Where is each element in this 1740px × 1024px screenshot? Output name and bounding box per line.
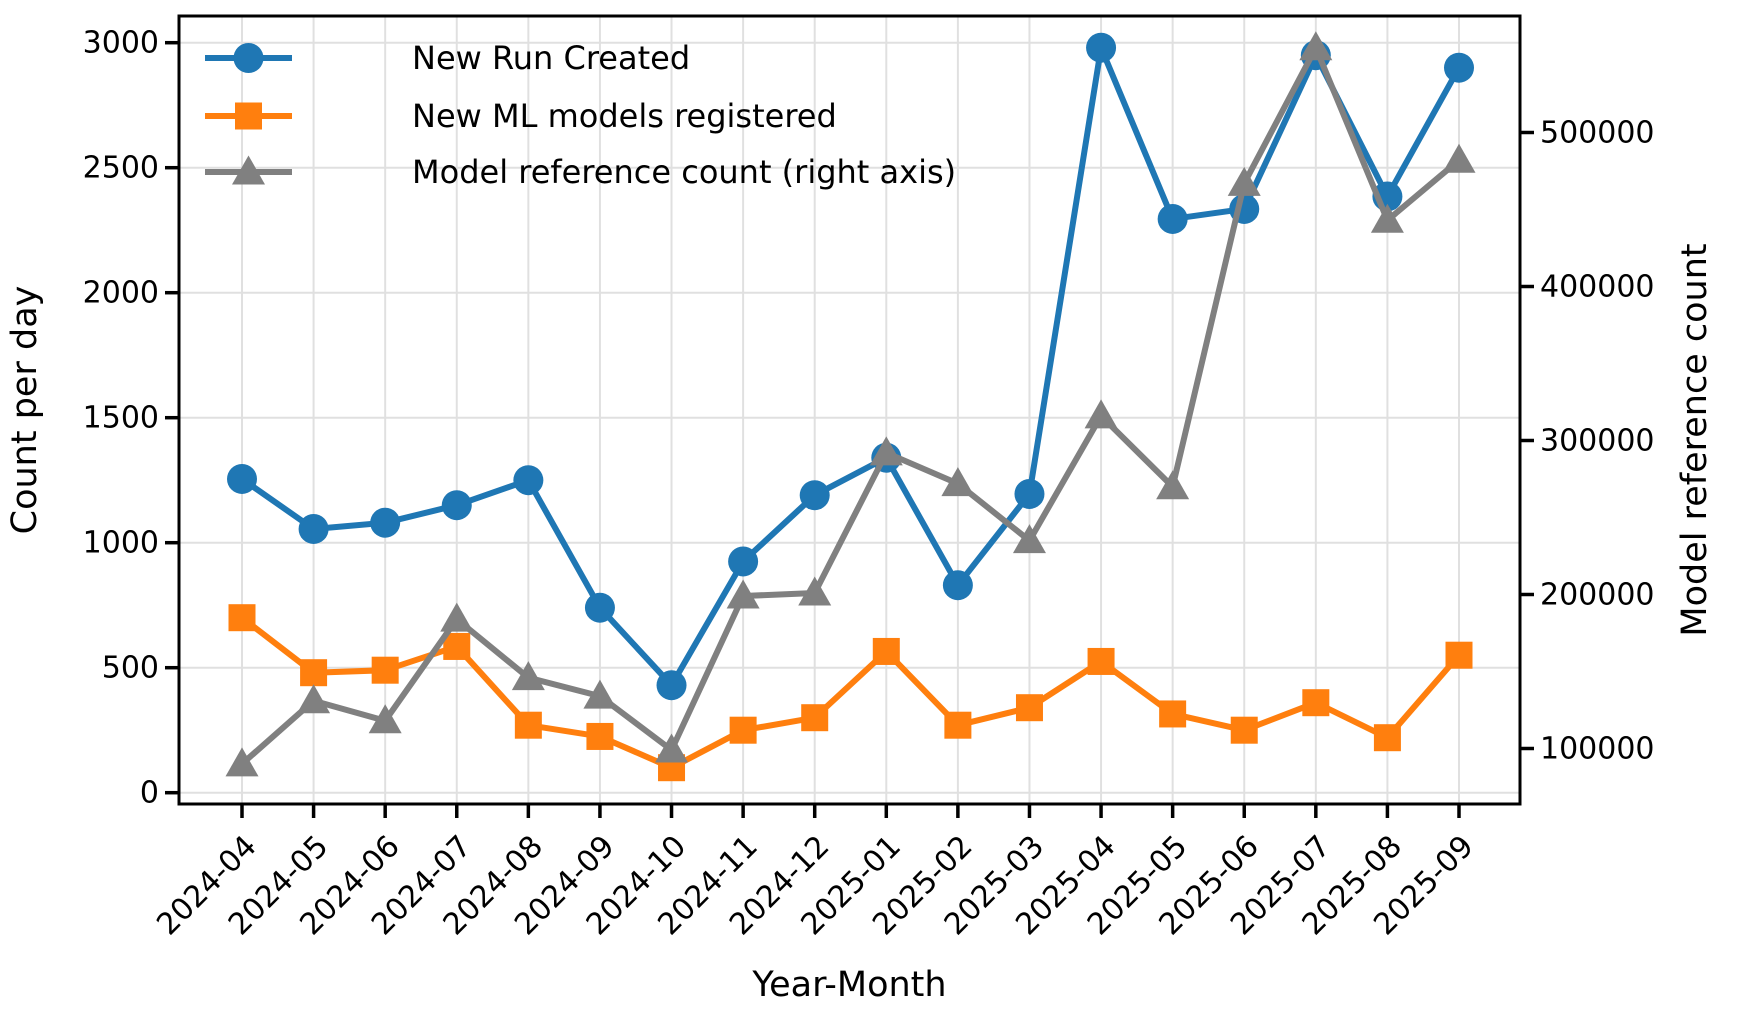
- data-point-triangle-up: [1227, 166, 1261, 196]
- data-point-triangle-up: [655, 733, 689, 763]
- data-point-circle: [1086, 32, 1117, 63]
- x-axis-title: Year-Month: [751, 965, 946, 1005]
- series-model-reference-count-right-axis: [225, 31, 1476, 777]
- data-point-square: [371, 656, 399, 684]
- data-point-circle: [942, 570, 973, 601]
- data-point-triangle-up: [726, 579, 760, 609]
- y-axis-left-tick-label: 2500: [83, 151, 159, 186]
- data-point-circle: [1157, 203, 1188, 234]
- data-point-triangle-up: [1012, 524, 1046, 554]
- data-point-square: [1159, 700, 1187, 728]
- data-point-circle: [584, 592, 615, 623]
- legend: New Run Created New ML models registered M…: [205, 39, 956, 191]
- ticks-group: [165, 40, 1534, 818]
- data-point-triangle-up: [1156, 470, 1190, 500]
- data-point-square: [586, 722, 614, 750]
- data-point-square: [1230, 716, 1258, 744]
- plot-border: [177, 14, 1522, 806]
- data-point-triangle-up: [440, 602, 474, 632]
- data-point-circle: [799, 480, 830, 511]
- legend-entry-model-reference-count-right-axis: Model reference count (right axis): [205, 153, 956, 191]
- y-axis-left-tick-label: 1500: [83, 401, 159, 436]
- data-point-square: [872, 637, 900, 665]
- data-point-square: [443, 632, 471, 660]
- data-point-square: [300, 659, 328, 687]
- data-point-circle: [370, 507, 401, 538]
- y-axis-right-tick-label: 100000: [1540, 732, 1655, 767]
- data-point-triangle-up: [225, 747, 259, 777]
- y-axis-right-title: Model reference count: [1675, 243, 1715, 636]
- data-point-circle: [441, 490, 472, 521]
- y-axis-left-tick-label: 500: [102, 651, 159, 686]
- data-point-triangle-up: [1370, 203, 1404, 233]
- data-point-triangle-up: [1299, 31, 1333, 61]
- y-axis-right-tick-label: 300000: [1540, 424, 1655, 459]
- legend-entry-new-ml-models-registered: New ML models registered: [205, 97, 837, 135]
- data-point-triangle-up: [798, 576, 832, 606]
- data-point-triangle-up: [1442, 143, 1476, 173]
- data-point-square: [1302, 689, 1330, 717]
- legend-square-marker: [235, 102, 262, 130]
- data-point-triangle-up: [941, 467, 975, 497]
- data-point-square: [729, 716, 757, 744]
- data-point-triangle-up: [583, 679, 617, 709]
- y-axis-right-tick-label: 400000: [1540, 270, 1655, 305]
- data-point-triangle-up: [297, 684, 331, 714]
- y-axis-left-tick-label: 1000: [83, 526, 159, 561]
- data-point-circle: [513, 465, 544, 496]
- y-axis-left-tick-label: 0: [140, 776, 159, 811]
- legend-label: Model reference count (right axis): [412, 153, 956, 191]
- data-point-square: [1087, 647, 1115, 675]
- legend-entry-new-run-created: New Run Created: [205, 39, 690, 77]
- data-point-circle: [227, 463, 257, 494]
- legend-label: New Run Created: [412, 39, 690, 77]
- y-axis-left-tick-label: 3000: [83, 26, 159, 61]
- data-point-square: [1445, 641, 1473, 669]
- data-point-square: [1373, 724, 1401, 752]
- legend-circle-marker: [233, 43, 264, 73]
- data-point-triangle-up: [368, 704, 402, 734]
- data-point-triangle-up: [1084, 399, 1118, 429]
- series-new-ml-models-registered: [228, 604, 1473, 782]
- y-axis-left-tick-label: 2000: [83, 276, 159, 311]
- legend-label: New ML models registered: [412, 97, 837, 135]
- series-line-model-reference-count-right-axis: [239, 44, 1462, 767]
- data-point-square: [801, 704, 829, 732]
- y-axis-left-title: Count per day: [5, 286, 45, 535]
- data-point-square: [944, 711, 972, 739]
- y-axis-right-tick-label: 500000: [1540, 116, 1655, 151]
- data-point-circle: [656, 670, 687, 701]
- data-point-circle: [298, 513, 329, 544]
- data-point-triangle-up: [869, 436, 903, 466]
- grid-group: [179, 16, 1520, 804]
- data-point-triangle-up: [511, 661, 545, 691]
- data-point-circle: [728, 546, 759, 577]
- legend-triangle-up-marker: [232, 155, 265, 185]
- data-point-square: [1015, 694, 1043, 722]
- data-point-square: [228, 604, 256, 632]
- data-point-circle: [1444, 52, 1474, 83]
- data-point-circle: [1014, 478, 1045, 509]
- y-axis-right-tick-label: 200000: [1540, 578, 1655, 613]
- data-point-square: [514, 711, 542, 739]
